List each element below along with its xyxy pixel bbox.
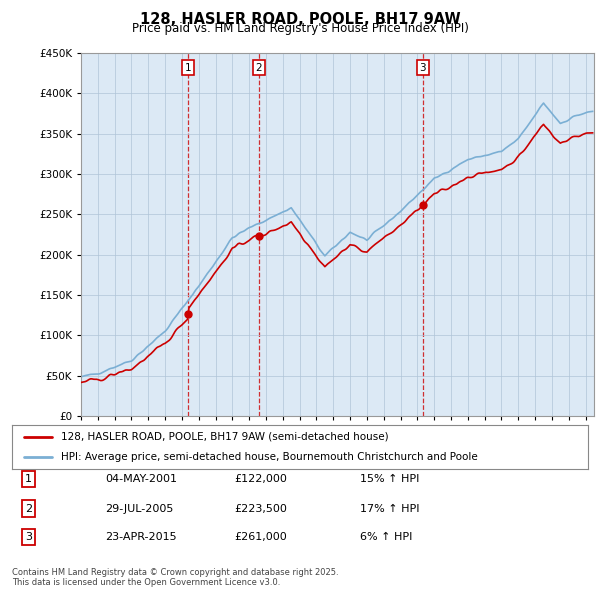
Text: 6% ↑ HPI: 6% ↑ HPI [360, 532, 412, 542]
Text: £122,000: £122,000 [234, 474, 287, 484]
Text: 1: 1 [25, 474, 32, 484]
Text: 3: 3 [419, 63, 426, 73]
Text: 17% ↑ HPI: 17% ↑ HPI [360, 504, 419, 513]
Text: 3: 3 [25, 532, 32, 542]
Text: 128, HASLER ROAD, POOLE, BH17 9AW (semi-detached house): 128, HASLER ROAD, POOLE, BH17 9AW (semi-… [61, 432, 389, 442]
Text: 2: 2 [25, 504, 32, 513]
Text: 29-JUL-2005: 29-JUL-2005 [105, 504, 173, 513]
Text: 128, HASLER ROAD, POOLE, BH17 9AW: 128, HASLER ROAD, POOLE, BH17 9AW [140, 12, 460, 27]
Text: HPI: Average price, semi-detached house, Bournemouth Christchurch and Poole: HPI: Average price, semi-detached house,… [61, 452, 478, 462]
Text: Price paid vs. HM Land Registry's House Price Index (HPI): Price paid vs. HM Land Registry's House … [131, 22, 469, 35]
Text: 15% ↑ HPI: 15% ↑ HPI [360, 474, 419, 484]
Text: 2: 2 [256, 63, 262, 73]
Text: 23-APR-2015: 23-APR-2015 [105, 532, 176, 542]
Text: 04-MAY-2001: 04-MAY-2001 [105, 474, 177, 484]
Text: Contains HM Land Registry data © Crown copyright and database right 2025.
This d: Contains HM Land Registry data © Crown c… [12, 568, 338, 587]
Text: 1: 1 [185, 63, 191, 73]
Text: £223,500: £223,500 [234, 504, 287, 513]
Text: £261,000: £261,000 [234, 532, 287, 542]
